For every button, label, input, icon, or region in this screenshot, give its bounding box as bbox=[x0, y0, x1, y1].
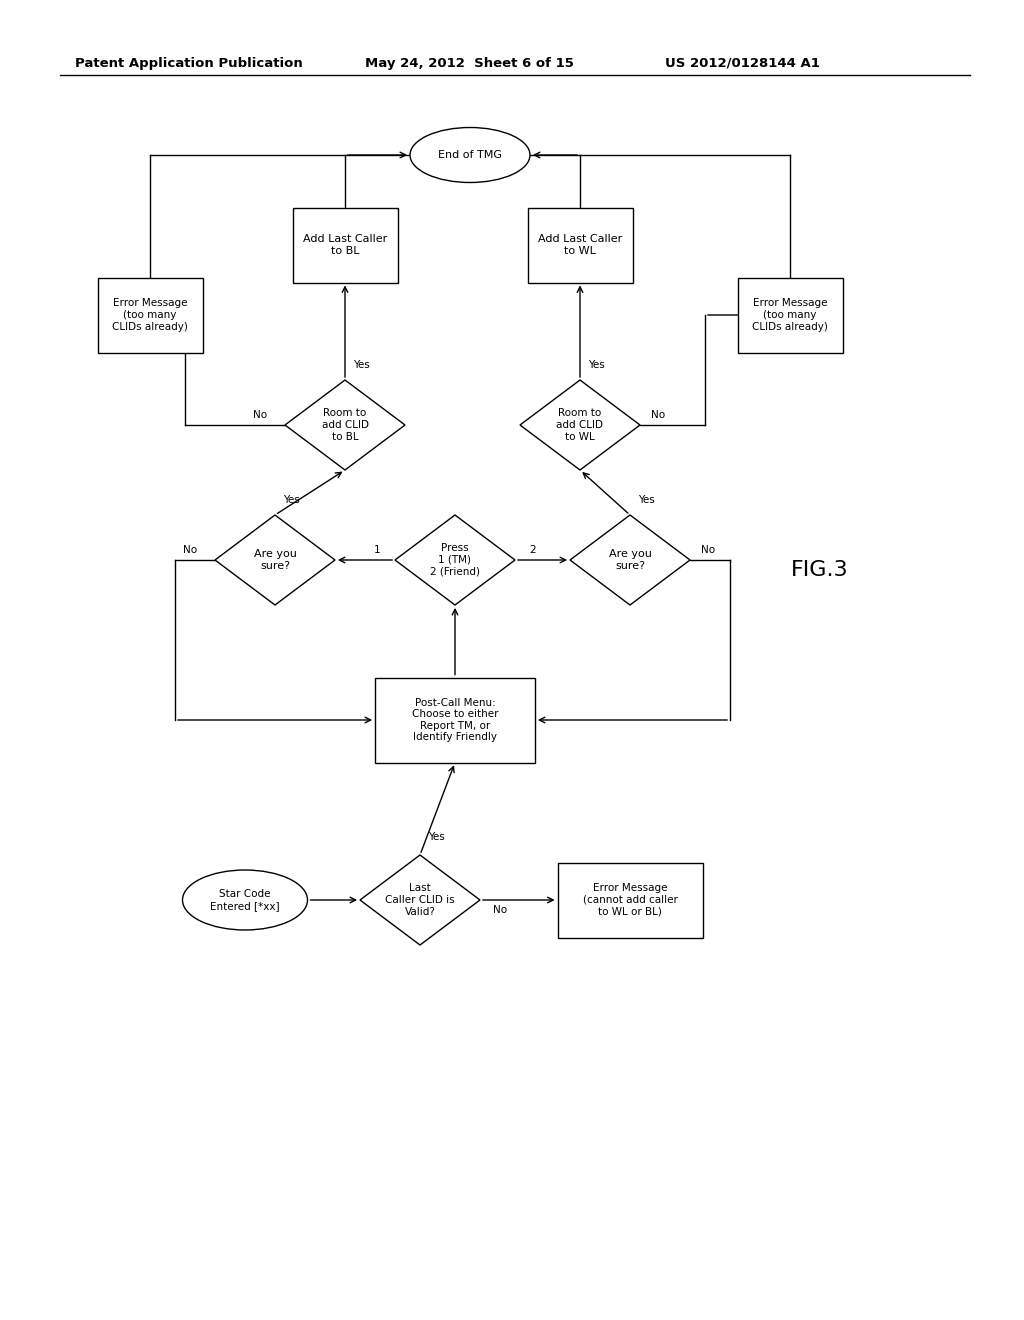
FancyBboxPatch shape bbox=[375, 677, 535, 763]
Text: No: No bbox=[183, 545, 197, 554]
Text: Press
1 (TM)
2 (Friend): Press 1 (TM) 2 (Friend) bbox=[430, 544, 480, 577]
Polygon shape bbox=[215, 515, 335, 605]
Text: Add Last Caller
to WL: Add Last Caller to WL bbox=[538, 234, 623, 256]
Text: Add Last Caller
to BL: Add Last Caller to BL bbox=[303, 234, 387, 256]
Text: No: No bbox=[701, 545, 715, 554]
Text: Error Message
(cannot add caller
to WL or BL): Error Message (cannot add caller to WL o… bbox=[583, 883, 678, 916]
Text: Yes: Yes bbox=[638, 495, 654, 506]
Text: 2: 2 bbox=[529, 545, 537, 554]
Text: Room to
add CLID
to BL: Room to add CLID to BL bbox=[322, 408, 369, 442]
Text: Yes: Yes bbox=[353, 360, 370, 370]
Text: Last
Caller CLID is
Valid?: Last Caller CLID is Valid? bbox=[385, 883, 455, 916]
FancyBboxPatch shape bbox=[97, 277, 203, 352]
Text: Yes: Yes bbox=[588, 360, 605, 370]
Polygon shape bbox=[285, 380, 406, 470]
Ellipse shape bbox=[410, 128, 530, 182]
Text: Error Message
(too many
CLIDs already): Error Message (too many CLIDs already) bbox=[112, 298, 188, 331]
Text: 1: 1 bbox=[374, 545, 380, 554]
Text: Patent Application Publication: Patent Application Publication bbox=[75, 57, 303, 70]
Text: May 24, 2012  Sheet 6 of 15: May 24, 2012 Sheet 6 of 15 bbox=[365, 57, 573, 70]
Text: Star Code
Entered [*xx]: Star Code Entered [*xx] bbox=[210, 890, 280, 911]
Text: End of TMG: End of TMG bbox=[438, 150, 502, 160]
Polygon shape bbox=[360, 855, 480, 945]
Polygon shape bbox=[395, 515, 515, 605]
Text: Are you
sure?: Are you sure? bbox=[254, 549, 296, 570]
Text: US 2012/0128144 A1: US 2012/0128144 A1 bbox=[665, 57, 820, 70]
FancyBboxPatch shape bbox=[737, 277, 843, 352]
Text: Yes: Yes bbox=[283, 495, 300, 506]
FancyBboxPatch shape bbox=[557, 862, 702, 937]
Text: No: No bbox=[253, 411, 267, 420]
Text: Room to
add CLID
to WL: Room to add CLID to WL bbox=[556, 408, 603, 442]
Polygon shape bbox=[570, 515, 690, 605]
FancyBboxPatch shape bbox=[527, 207, 633, 282]
Text: Are you
sure?: Are you sure? bbox=[608, 549, 651, 570]
Text: Yes: Yes bbox=[428, 832, 444, 842]
Text: No: No bbox=[493, 906, 507, 915]
Ellipse shape bbox=[182, 870, 307, 931]
Text: Post-Call Menu:
Choose to either
Report TM, or
Identify Friendly: Post-Call Menu: Choose to either Report … bbox=[412, 697, 499, 742]
FancyBboxPatch shape bbox=[293, 207, 397, 282]
Text: Error Message
(too many
CLIDs already): Error Message (too many CLIDs already) bbox=[752, 298, 828, 331]
Polygon shape bbox=[520, 380, 640, 470]
Text: No: No bbox=[651, 411, 665, 420]
Text: FIG.3: FIG.3 bbox=[792, 560, 849, 579]
